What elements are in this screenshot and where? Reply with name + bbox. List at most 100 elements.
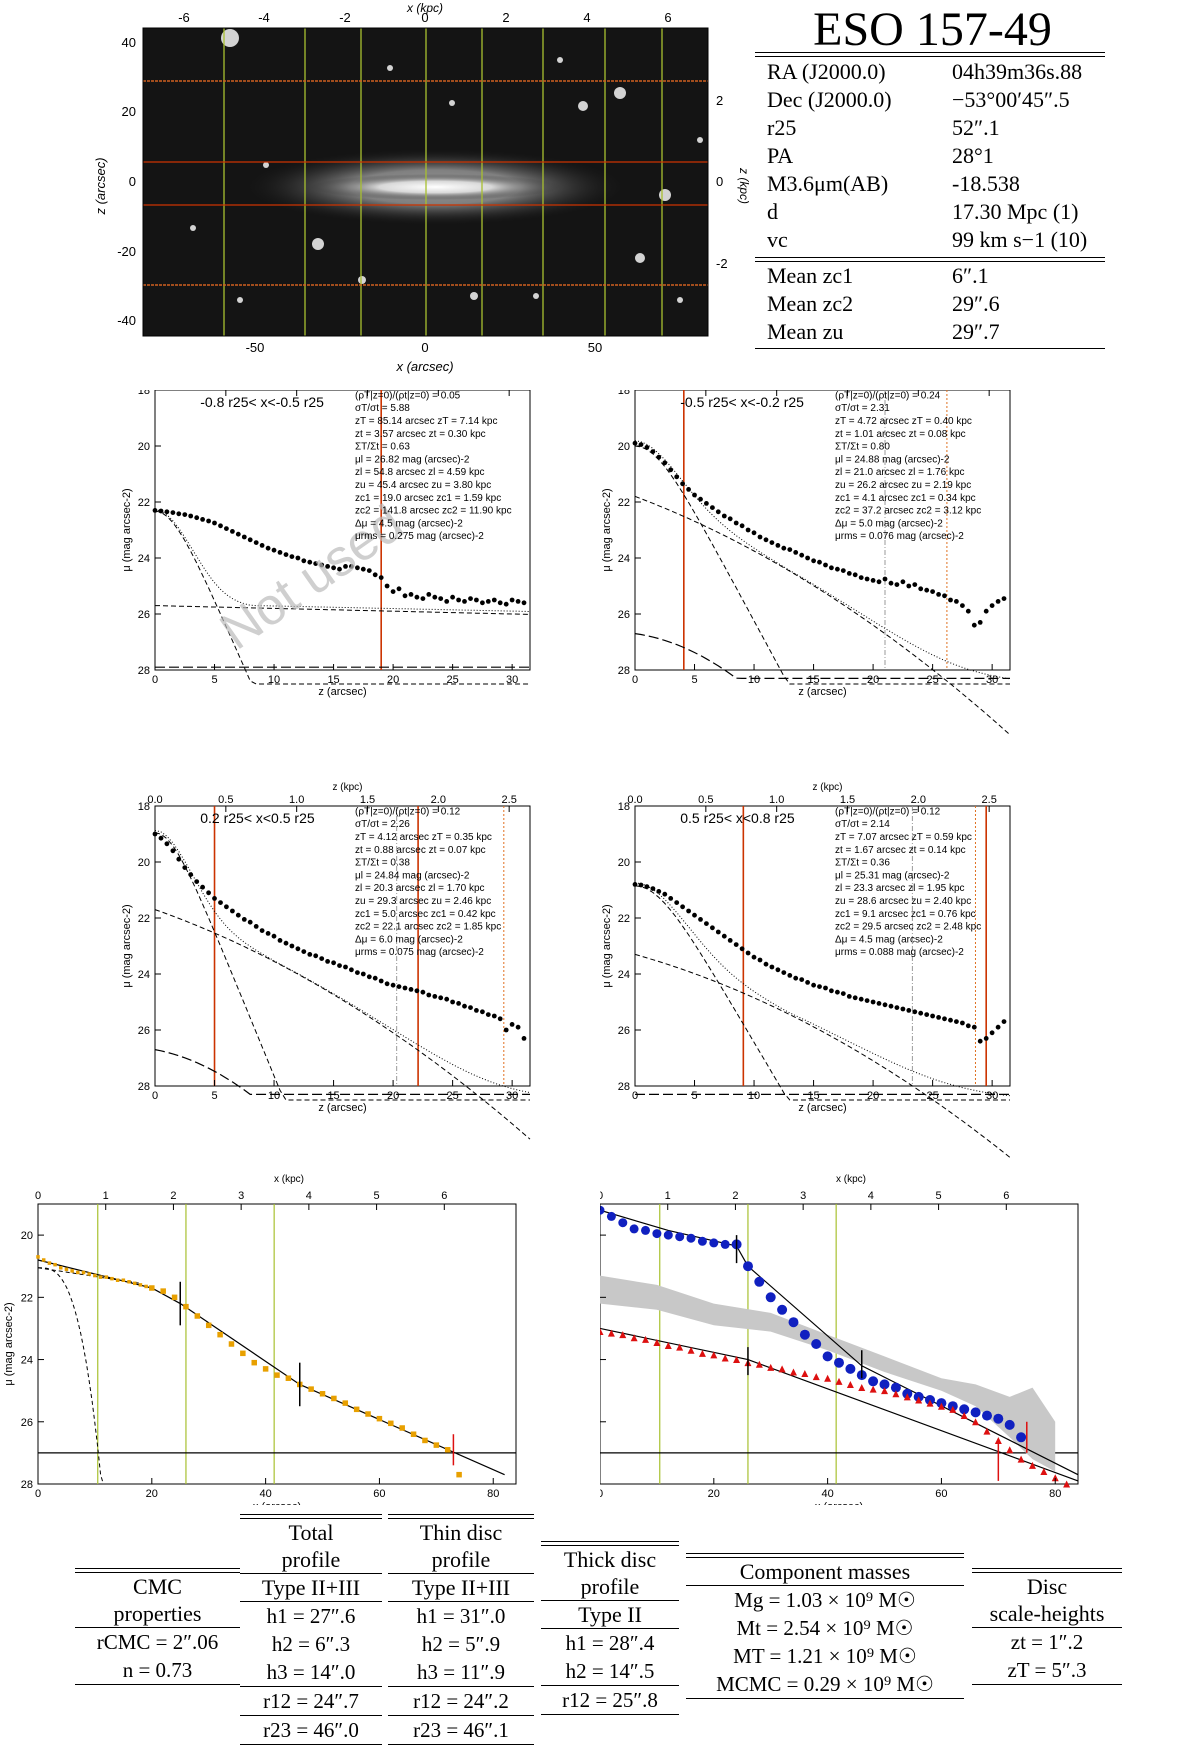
data-point bbox=[325, 564, 330, 569]
thick-row-2: h2 = 14″.5 bbox=[565, 1659, 655, 1683]
bottom-tick-label: -50 bbox=[246, 340, 265, 355]
fit-parameter: σT/σt = 2.26 bbox=[355, 819, 410, 830]
data-point bbox=[414, 594, 420, 600]
data-point bbox=[259, 543, 265, 548]
data-point bbox=[521, 600, 527, 606]
data-point bbox=[170, 848, 176, 854]
data-point bbox=[491, 597, 497, 603]
property-key: M3.6μm(AB) bbox=[767, 171, 889, 196]
data-point bbox=[360, 971, 366, 977]
data-point bbox=[668, 896, 674, 901]
total-row-1: h1 = 27″.6 bbox=[266, 1604, 356, 1628]
property-key: vc bbox=[767, 227, 788, 252]
thin-disc-point bbox=[845, 1363, 856, 1374]
data-point bbox=[656, 454, 662, 460]
data-point bbox=[355, 565, 360, 571]
thin-disc-model bbox=[154, 510, 530, 685]
data-point bbox=[331, 565, 336, 571]
x-tick-label: 30 bbox=[506, 674, 518, 686]
thin-disc-point bbox=[834, 1357, 844, 1368]
thin-disc-point bbox=[720, 1239, 730, 1249]
x-axis-label: x (arcsec) bbox=[253, 1501, 301, 1505]
thin-head-2: profile bbox=[431, 1547, 491, 1572]
data-point bbox=[164, 841, 170, 847]
data-point bbox=[365, 1411, 371, 1417]
cmc-head-2: properties bbox=[113, 1601, 202, 1626]
data-point bbox=[337, 566, 342, 572]
data-point bbox=[503, 1027, 509, 1033]
property-value: −53°00′45″.5 bbox=[952, 87, 1070, 112]
data-point bbox=[259, 928, 265, 933]
data-point bbox=[283, 940, 289, 946]
data-point bbox=[127, 1280, 131, 1284]
top-tick-label: 0 bbox=[421, 10, 428, 25]
y-tick-label: 26 bbox=[138, 1025, 150, 1037]
y-tick-label: 24 bbox=[618, 969, 630, 981]
star bbox=[358, 276, 366, 284]
x-tick-label: 0 bbox=[35, 1488, 41, 1500]
top-tick-label: 4 bbox=[868, 1190, 874, 1202]
top-tick-label: 2 bbox=[732, 1190, 738, 1202]
data-point bbox=[188, 513, 194, 519]
data-point bbox=[906, 1008, 912, 1013]
data-point bbox=[721, 933, 727, 939]
mean-value: 29″.7 bbox=[952, 319, 1000, 344]
data-point bbox=[751, 530, 757, 536]
top-tick-label: 5 bbox=[374, 1190, 380, 1202]
property-key: d bbox=[767, 199, 778, 224]
data-point bbox=[408, 987, 414, 992]
data-point bbox=[829, 565, 834, 571]
data-point bbox=[399, 1425, 405, 1431]
data-point bbox=[313, 561, 319, 566]
data-point bbox=[680, 481, 685, 487]
y-axis-label: μ (mag arcsec-2) bbox=[3, 1302, 15, 1385]
data-point bbox=[829, 988, 834, 994]
thin-disc-point bbox=[822, 1351, 833, 1362]
fit-parameter: μrms = 0.088 mag (arcsec)-2 bbox=[835, 947, 964, 958]
total-model bbox=[634, 882, 1011, 1097]
top-tick-label: 6 bbox=[664, 10, 671, 25]
fit-parameter: zl = 23.3 arcsec zl = 1.95 kpc bbox=[835, 883, 965, 894]
profile-plot-inner: -0.5 r25< x<-0.2 r25 (ρT|z=0)/(ρt|z=0) = … bbox=[601, 390, 1011, 736]
data-point bbox=[420, 989, 426, 995]
y-tick-label: 28 bbox=[618, 665, 630, 677]
thin-disc-point bbox=[982, 1410, 992, 1421]
data-point bbox=[149, 1285, 155, 1291]
thick-disc-point bbox=[607, 1329, 615, 1337]
data-point bbox=[402, 593, 408, 599]
fit-parameter: zT = 4.72 arcsec zT = 0.40 kpc bbox=[835, 416, 972, 427]
fit-parameter: μrms = 0.076 mag (arcsec)-2 bbox=[835, 531, 964, 542]
data-point bbox=[47, 1261, 52, 1265]
property-row: RA (J2000.0) 04h39m36s.88 bbox=[755, 58, 1105, 86]
data-point bbox=[936, 1015, 941, 1020]
left-axis-label: z (arcsec) bbox=[93, 157, 108, 215]
thick-disc-point bbox=[858, 1384, 866, 1392]
data-point bbox=[295, 946, 301, 952]
y-tick-label: 26 bbox=[138, 609, 150, 621]
profile-frame bbox=[634, 390, 1011, 671]
thick-disc-point bbox=[619, 1331, 627, 1339]
data-point bbox=[912, 1009, 918, 1015]
x-tick-label: 10 bbox=[748, 1090, 760, 1102]
fit-parameter: zT = 85.14 arcsec zT = 7.14 kpc bbox=[355, 416, 498, 427]
left-tick-label: 0 bbox=[129, 174, 136, 189]
data-point bbox=[235, 531, 241, 537]
galaxy-image-panel: -6 -4 -2 0 2 4 6x (kpc)-50 0 50x (arcsec)40200-2… bbox=[93, 1, 751, 374]
cmc-row-2: n = 0.73 bbox=[122, 1658, 193, 1682]
radial-profile-components: 0 20 40 60 80 x (arcsec) 0 1 2 3 4 5 6 x (kpc) bbox=[600, 1174, 1079, 1505]
fit-parameter: σT/σt = 2.31 bbox=[835, 403, 890, 414]
data-point bbox=[882, 1002, 888, 1008]
profile-plot: 0.2 r25< x<0.5 r25 (ρT|z=0)/(ρt|z=0) = 0.… bbox=[121, 782, 531, 1140]
thick-disc-point bbox=[789, 1368, 797, 1376]
thick-disc-point bbox=[892, 1390, 900, 1398]
total-model bbox=[154, 509, 531, 612]
data-point bbox=[983, 1036, 989, 1041]
thick-disc-point bbox=[733, 1356, 741, 1364]
data-point bbox=[503, 601, 509, 607]
thin-disc-point bbox=[606, 1211, 616, 1221]
x-tick-label: 10 bbox=[748, 674, 760, 686]
data-point bbox=[206, 890, 211, 896]
data-point bbox=[763, 537, 769, 543]
data-point bbox=[115, 1278, 120, 1282]
fit-parameter: μl = 24.88 mag (arcsec)-2 bbox=[835, 454, 950, 465]
